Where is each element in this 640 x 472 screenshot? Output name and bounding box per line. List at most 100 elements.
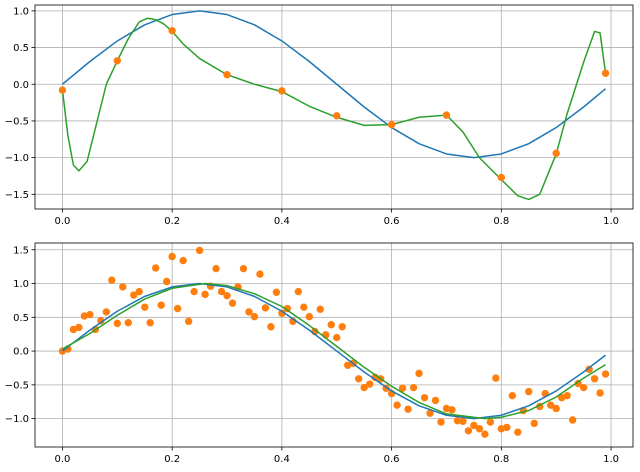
data-point xyxy=(245,308,253,316)
data-point xyxy=(393,401,401,409)
data-point xyxy=(464,427,473,435)
data-point xyxy=(492,374,500,382)
data-point xyxy=(398,384,407,392)
x-tick-label: 1.0 xyxy=(603,454,619,465)
data-point xyxy=(151,264,160,272)
data-point xyxy=(426,409,434,417)
data-point xyxy=(547,401,555,409)
x-tick-label: 0.2 xyxy=(164,216,180,227)
data-point xyxy=(272,288,281,297)
data-point xyxy=(135,287,143,296)
series-line xyxy=(61,10,607,159)
data-point xyxy=(338,323,346,331)
data-point xyxy=(179,256,187,265)
y-tick-label: −0.5 xyxy=(5,116,29,127)
x-tick-label: 1.0 xyxy=(603,216,619,227)
series-line xyxy=(62,282,606,420)
data-point xyxy=(420,393,429,402)
data-point xyxy=(75,323,83,332)
data-point xyxy=(333,333,341,342)
grid xyxy=(35,243,633,447)
data-point xyxy=(119,283,127,291)
data-point xyxy=(486,418,495,426)
data-point xyxy=(195,246,204,255)
y-tick-label: 0.0 xyxy=(13,80,29,91)
data-point xyxy=(256,270,264,278)
y-tick-label: 1.0 xyxy=(13,279,29,290)
data-point xyxy=(404,405,412,413)
data-point xyxy=(585,365,593,374)
x-tick-label: 0.8 xyxy=(493,454,509,465)
data-point xyxy=(448,406,456,414)
data-point xyxy=(300,303,308,311)
data-point xyxy=(514,428,522,436)
x-tick-label: 0.6 xyxy=(384,216,400,227)
data-point xyxy=(552,404,560,413)
x-tick-label: 0.4 xyxy=(274,454,290,465)
y-tick-label: 1.5 xyxy=(13,245,29,256)
data-point xyxy=(113,319,121,328)
data-point xyxy=(184,317,193,326)
x-tick-label: 0.2 xyxy=(164,454,180,465)
x-tick-label: 0.4 xyxy=(274,216,290,227)
y-tick-label: −1.0 xyxy=(5,153,29,164)
y-tick-label: −1.0 xyxy=(5,414,29,425)
data-point xyxy=(574,379,582,388)
data-point xyxy=(579,383,588,392)
data-point xyxy=(333,112,341,120)
data-point xyxy=(157,301,165,309)
data-point xyxy=(530,419,538,428)
data-point xyxy=(470,421,478,430)
data-point xyxy=(141,303,149,311)
data-point xyxy=(563,391,571,400)
data-point xyxy=(228,299,237,307)
data-point xyxy=(453,416,462,425)
data-point xyxy=(212,264,220,273)
data-point xyxy=(305,312,314,321)
data-point xyxy=(162,277,171,286)
series-line xyxy=(61,282,607,420)
data-point xyxy=(86,310,94,319)
data-point xyxy=(223,291,231,300)
y-tick-label: 0.0 xyxy=(13,347,29,358)
x-tick-label: 0.0 xyxy=(54,216,70,227)
y-tick-label: 1.0 xyxy=(13,6,29,17)
data-point xyxy=(190,287,198,296)
data-point xyxy=(365,380,374,388)
data-point xyxy=(108,276,116,284)
data-point xyxy=(415,369,423,378)
data-point xyxy=(124,319,132,327)
data-point xyxy=(503,423,511,432)
data-point xyxy=(217,287,226,296)
x-tick-label: 0.8 xyxy=(493,216,509,227)
data-point xyxy=(409,383,418,392)
data-point xyxy=(239,264,248,273)
data-point xyxy=(431,396,440,405)
x-tick-label: 0.0 xyxy=(54,454,70,465)
data-point xyxy=(58,86,67,94)
data-point xyxy=(223,71,231,79)
data-point xyxy=(278,309,286,317)
data-point xyxy=(201,290,209,299)
data-point xyxy=(590,375,599,383)
data-point xyxy=(316,305,324,313)
data-point xyxy=(278,87,286,95)
axes-frame xyxy=(34,242,634,448)
x-tick-label: 0.6 xyxy=(384,454,400,465)
y-tick-label: 0.5 xyxy=(13,43,29,54)
series-group xyxy=(58,10,610,201)
data-point xyxy=(113,57,121,65)
series-group xyxy=(58,246,610,438)
data-point xyxy=(459,417,467,426)
data-point xyxy=(552,149,560,157)
data-point xyxy=(481,430,489,438)
y-tick-label: −1.5 xyxy=(5,190,29,201)
data-point xyxy=(497,173,506,182)
data-point xyxy=(568,416,577,424)
data-point xyxy=(102,308,111,316)
data-point xyxy=(168,252,176,261)
data-point xyxy=(173,304,182,313)
data-point xyxy=(442,111,451,119)
axes-frame xyxy=(34,4,634,210)
series-line xyxy=(61,17,607,201)
